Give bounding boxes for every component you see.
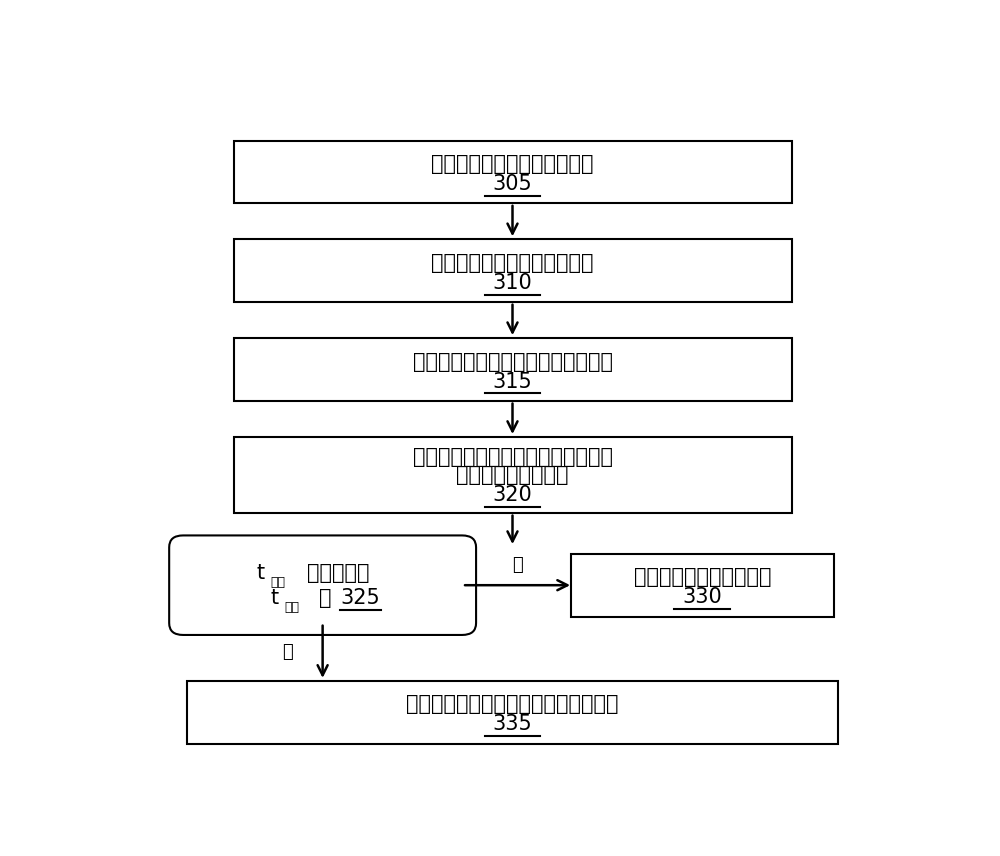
Text: 无效的肽数据库搜索结果: 无效的肽数据库搜索结果 [634, 568, 771, 587]
Text: 325: 325 [340, 588, 380, 608]
Text: t: t [257, 562, 265, 583]
FancyBboxPatch shape [234, 140, 792, 203]
Text: 使质谱仪基于识别到候选物而执行动作: 使质谱仪基于识别到候选物而执行动作 [406, 694, 619, 715]
Text: 否: 否 [282, 643, 293, 661]
Text: 最大: 最大 [285, 601, 300, 614]
Text: 执行质谱数据库的搜索以识别出匹配: 执行质谱数据库的搜索以识别出匹配 [413, 447, 612, 467]
Text: 315: 315 [493, 372, 532, 391]
Text: ？: ？ [319, 588, 338, 608]
FancyBboxPatch shape [169, 536, 476, 635]
FancyBboxPatch shape [234, 240, 792, 302]
Text: 310: 310 [493, 273, 532, 293]
Text: 是否已达到: 是否已达到 [307, 562, 370, 583]
Text: 335: 335 [493, 714, 532, 734]
Text: 320: 320 [493, 484, 532, 505]
Text: 330: 330 [682, 587, 722, 607]
FancyBboxPatch shape [187, 681, 838, 744]
FancyBboxPatch shape [571, 554, 834, 616]
Text: 是: 是 [512, 556, 523, 574]
Text: 305: 305 [493, 174, 532, 193]
Text: 在引入期期间将肽引入质谱仪: 在引入期期间将肽引入质谱仪 [431, 154, 594, 174]
Text: 质量分析产物离子以获取产物离子谱: 质量分析产物离子以获取产物离子谱 [413, 352, 612, 372]
FancyBboxPatch shape [234, 338, 792, 401]
Text: t: t [271, 588, 279, 608]
Text: 搜索: 搜索 [271, 576, 286, 589]
FancyBboxPatch shape [234, 437, 792, 513]
Text: 产物离子谱的候选肽: 产物离子谱的候选肽 [456, 465, 569, 485]
Text: 将肽离子碎裂以形成产物离子: 将肽离子碎裂以形成产物离子 [431, 253, 594, 273]
